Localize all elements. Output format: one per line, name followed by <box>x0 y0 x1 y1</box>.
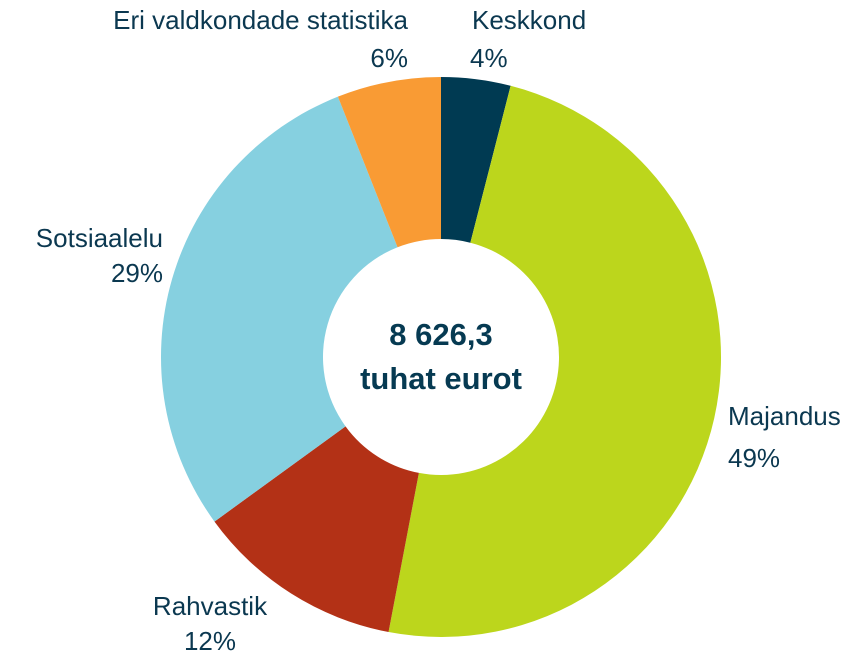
donut-slice <box>337 77 441 248</box>
slice-value-label: 49% <box>728 443 780 473</box>
slice-label: Keskkond <box>472 5 586 35</box>
donut-slice <box>160 96 398 522</box>
center-label: 8 626,3 <box>389 317 492 352</box>
slice-label: Rahvastik <box>153 591 268 621</box>
slice-label: Eri valdkondade statistika <box>113 5 408 35</box>
slice-value-label: 6% <box>370 43 408 73</box>
donut-slice <box>214 426 419 633</box>
slice-value-label: 29% <box>111 258 163 288</box>
donut-slice <box>441 77 511 243</box>
slice-label: Sotsiaalelu <box>36 223 163 253</box>
donut-slice <box>388 85 721 637</box>
slice-value-label: 4% <box>470 43 508 73</box>
center-label: tuhat eurot <box>360 361 522 396</box>
slice-value-label: 12% <box>184 626 236 656</box>
slice-label: Majandus <box>728 401 841 431</box>
